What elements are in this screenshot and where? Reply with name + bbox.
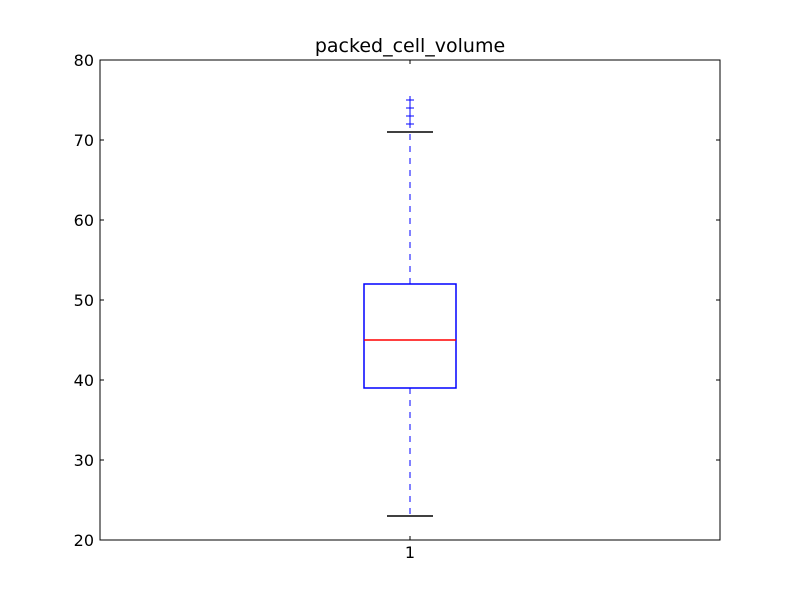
y-axis-ticks: 20 30 40 50 60 70 80 (74, 51, 720, 550)
outlier-2 (406, 104, 414, 112)
x-tick-label-1: 1 (405, 543, 415, 562)
boxplot-series (363, 96, 457, 517)
y-tick-label-50: 50 (74, 291, 94, 310)
outlier-0 (406, 120, 414, 128)
y-tick-label-40: 40 (74, 371, 94, 390)
y-tick-label-80: 80 (74, 51, 94, 70)
y-tick-label-30: 30 (74, 451, 94, 470)
x-axis-ticks: 1 (405, 60, 415, 562)
outlier-1 (406, 112, 414, 120)
chart-title: packed_cell_volume (315, 35, 505, 57)
plot-area-frame (99, 59, 721, 541)
y-tick-label-60: 60 (74, 211, 94, 230)
y-tick-label-20: 20 (74, 531, 94, 550)
iqr-box (363, 283, 457, 389)
y-tick-label-70: 70 (74, 131, 94, 150)
outlier-3 (406, 96, 414, 104)
